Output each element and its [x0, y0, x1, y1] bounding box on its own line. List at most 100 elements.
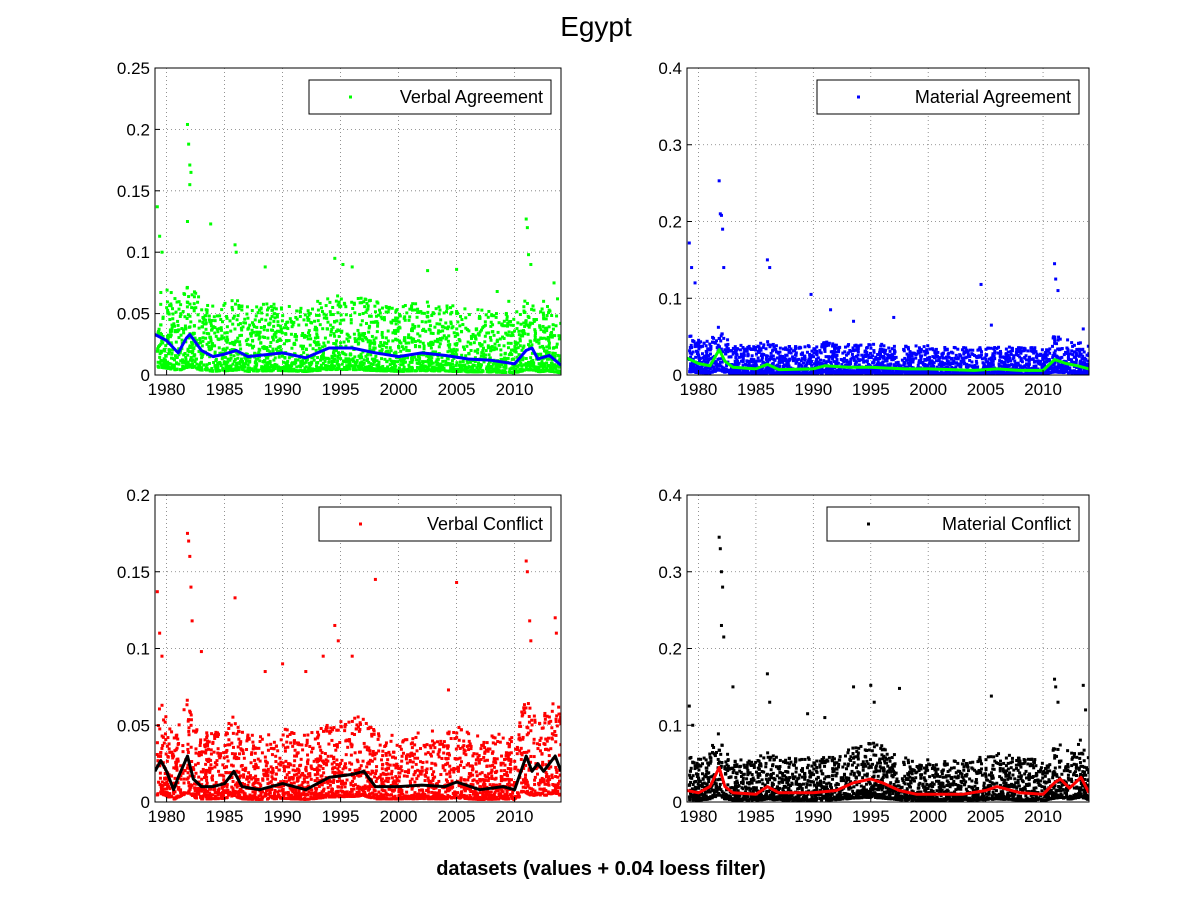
data-point [358, 367, 362, 371]
data-point [170, 307, 174, 311]
data-point [200, 325, 204, 329]
data-point [892, 348, 896, 352]
outlier-point [185, 122, 189, 126]
data-point [328, 310, 332, 314]
data-point [455, 309, 459, 313]
data-point [342, 340, 346, 344]
outlier-point [495, 289, 499, 293]
data-point [429, 359, 433, 363]
data-point [415, 315, 419, 319]
data-point [708, 352, 712, 356]
data-point [532, 308, 536, 312]
data-point [279, 306, 283, 310]
data-point [455, 341, 459, 345]
data-point [276, 320, 280, 324]
data-point [940, 372, 944, 375]
data-point [185, 316, 189, 320]
data-point [807, 345, 811, 349]
y-tick-label: 0.15 [117, 182, 150, 201]
data-point [800, 357, 804, 361]
data-point [468, 370, 472, 374]
data-point [274, 307, 278, 311]
data-point [473, 356, 477, 360]
data-point [194, 306, 198, 310]
data-point [521, 346, 525, 350]
data-point [761, 360, 765, 364]
data-point [1004, 352, 1008, 356]
data-point [300, 362, 304, 366]
data-point [551, 346, 555, 350]
data-point [466, 370, 470, 374]
data-point [240, 308, 244, 312]
data-point [545, 357, 549, 361]
data-point [883, 350, 887, 354]
data-point [975, 361, 979, 365]
data-point [192, 290, 196, 294]
data-point [218, 327, 222, 331]
data-point [229, 329, 233, 333]
data-point [365, 368, 369, 372]
data-point [1020, 349, 1024, 353]
data-point [394, 322, 398, 326]
data-point [690, 352, 694, 356]
data-point [803, 356, 807, 360]
data-point [209, 324, 213, 328]
data-point [256, 311, 260, 315]
data-point [494, 312, 498, 316]
data-point [752, 345, 756, 349]
data-point [964, 365, 968, 369]
data-point [295, 317, 299, 321]
data-point [783, 359, 787, 363]
data-point [236, 352, 240, 356]
data-point [320, 310, 324, 314]
data-point [416, 332, 420, 336]
data-point [335, 319, 339, 323]
data-point [208, 369, 212, 373]
data-point [438, 330, 442, 334]
data-point [964, 346, 968, 350]
data-point [1040, 363, 1044, 367]
data-point [481, 326, 485, 330]
data-point [269, 305, 273, 309]
data-point [906, 345, 910, 349]
data-point [448, 306, 452, 310]
data-point [558, 369, 561, 373]
data-point [221, 366, 225, 370]
data-point [510, 331, 514, 335]
data-point [892, 344, 896, 348]
data-point [262, 325, 266, 329]
data-point [326, 340, 330, 344]
data-point [537, 362, 541, 366]
data-point [496, 330, 500, 334]
data-point [823, 369, 827, 373]
data-point [387, 369, 391, 373]
data-point [741, 356, 745, 360]
data-point [1015, 347, 1019, 351]
data-point [271, 349, 275, 353]
data-point [195, 357, 199, 361]
data-point [398, 339, 402, 343]
data-point [1007, 372, 1011, 375]
data-point [734, 371, 738, 375]
data-point [237, 306, 241, 310]
data-point [527, 316, 531, 320]
data-point [494, 363, 498, 367]
data-point [332, 320, 336, 324]
data-point [447, 345, 451, 349]
data-point [170, 323, 174, 327]
data-point [440, 355, 444, 359]
data-point [410, 367, 414, 371]
data-point [372, 338, 376, 342]
data-point [188, 314, 192, 318]
data-point [430, 356, 434, 360]
data-point [906, 347, 910, 351]
data-point [171, 348, 175, 352]
data-point [476, 363, 480, 367]
data-point [387, 307, 391, 311]
data-point [256, 357, 260, 361]
data-point [695, 344, 699, 348]
data-point [236, 356, 240, 360]
data-point [339, 357, 343, 361]
data-point [364, 310, 368, 314]
outlier-point [525, 226, 529, 230]
